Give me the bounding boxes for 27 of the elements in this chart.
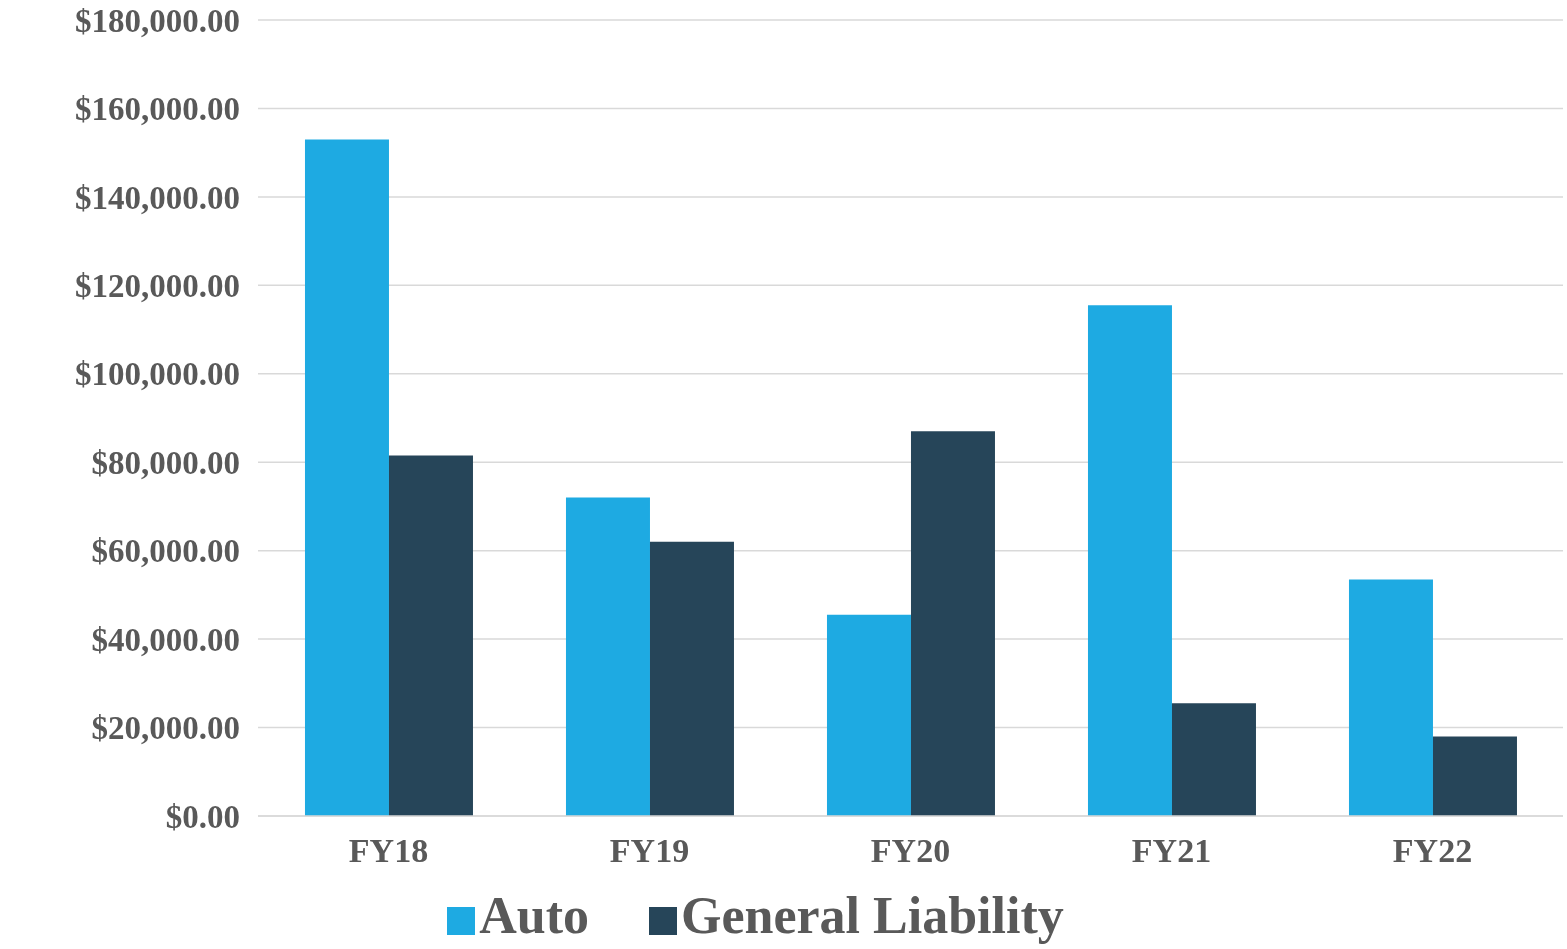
bar bbox=[910, 431, 995, 816]
y-tick-label: $80,000.00 bbox=[91, 444, 240, 481]
legend-label: Auto bbox=[479, 887, 590, 944]
y-tick-label: $160,000.00 bbox=[75, 91, 240, 128]
bar bbox=[1171, 703, 1256, 816]
y-tick-label: $40,000.00 bbox=[91, 621, 240, 658]
bar bbox=[565, 497, 650, 816]
y-tick-label: $120,000.00 bbox=[75, 268, 240, 305]
legend-label: General Liability bbox=[681, 887, 1064, 944]
y-tick-label: $140,000.00 bbox=[75, 179, 240, 216]
bar bbox=[304, 139, 389, 816]
x-tick-label: FY22 bbox=[1392, 832, 1473, 870]
bar bbox=[649, 541, 734, 816]
bar bbox=[1432, 736, 1517, 816]
bar bbox=[1348, 579, 1433, 816]
bar bbox=[826, 614, 911, 816]
x-tick-label: FY21 bbox=[1131, 832, 1212, 870]
y-tick-label: $180,000.00 bbox=[75, 2, 240, 39]
y-tick-label: $60,000.00 bbox=[91, 533, 240, 570]
x-tick-label: FY20 bbox=[870, 832, 951, 870]
y-tick-label: $100,000.00 bbox=[75, 356, 240, 393]
x-tick-label: FY18 bbox=[348, 832, 429, 870]
y-tick-label: $0.00 bbox=[165, 798, 240, 835]
x-tick-label: FY19 bbox=[609, 832, 690, 870]
y-tick-label: $20,000.00 bbox=[91, 710, 240, 747]
bar bbox=[1087, 305, 1172, 816]
bar bbox=[388, 455, 473, 816]
